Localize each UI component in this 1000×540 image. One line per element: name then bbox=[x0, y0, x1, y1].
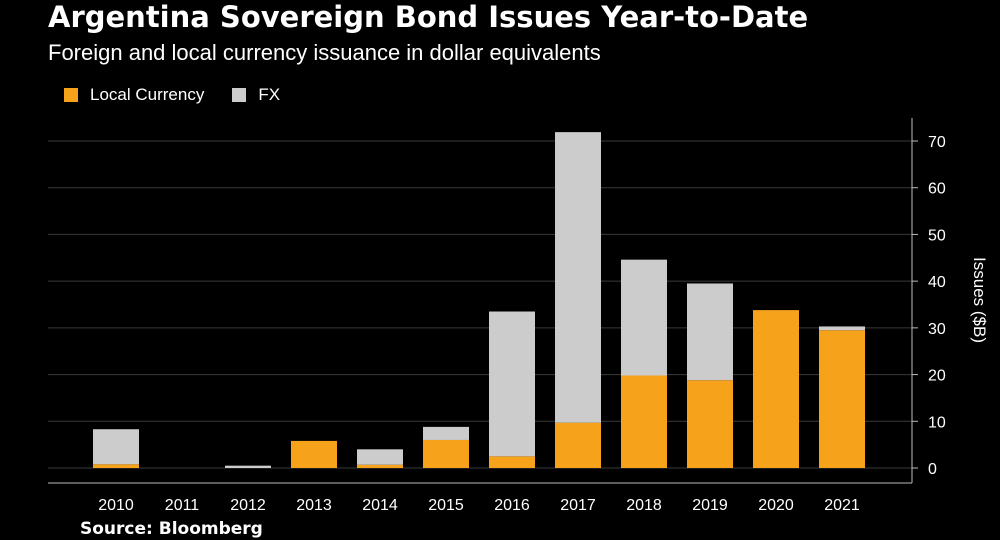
x-tick-label-2016: 2016 bbox=[494, 497, 530, 514]
legend-item-fx: FX bbox=[232, 85, 280, 105]
x-tick-label-2014: 2014 bbox=[362, 497, 398, 514]
y-axis-label: Issues ($B) bbox=[970, 257, 989, 343]
bar-fx-2019 bbox=[687, 283, 733, 381]
x-tick-label-2015: 2015 bbox=[428, 497, 464, 514]
bar-local-2016 bbox=[489, 456, 535, 468]
bar-local-2015 bbox=[423, 439, 469, 468]
y-tick-label-30: 30 bbox=[928, 321, 946, 338]
x-tick-label-2019: 2019 bbox=[692, 497, 728, 514]
bar-fx-2016 bbox=[489, 311, 535, 457]
bar-local-2021 bbox=[819, 330, 865, 468]
bar-fx-2015 bbox=[423, 426, 469, 440]
legend-item-local-currency: Local Currency bbox=[64, 85, 204, 105]
bar-fx-2012 bbox=[225, 465, 271, 468]
legend-swatch-local-currency bbox=[64, 88, 78, 102]
x-tick-label-2021: 2021 bbox=[824, 497, 860, 514]
y-tick-label-40: 40 bbox=[928, 274, 946, 291]
bar-local-2013 bbox=[291, 440, 337, 468]
x-tick-label-2018: 2018 bbox=[626, 497, 662, 514]
chart-title: Argentina Sovereign Bond Issues Year-to-… bbox=[48, 0, 809, 34]
legend-swatch-fx bbox=[232, 88, 247, 102]
y-tick-label-0: 0 bbox=[928, 461, 937, 478]
bar-fx-2014 bbox=[357, 449, 403, 465]
y-tick-label-20: 20 bbox=[928, 368, 946, 385]
y-tick-label-10: 10 bbox=[928, 414, 946, 431]
bar-fx-2018 bbox=[621, 259, 667, 376]
x-tick-label-2011: 2011 bbox=[165, 497, 200, 514]
bar-local-2019 bbox=[687, 380, 733, 468]
y-tick-label-60: 60 bbox=[928, 181, 946, 198]
bar-local-2014 bbox=[357, 464, 403, 468]
bar-local-2020 bbox=[753, 310, 799, 468]
bar-local-2018 bbox=[621, 375, 667, 468]
bar-local-2010 bbox=[93, 464, 139, 468]
legend: Local Currency FX bbox=[64, 85, 308, 105]
chart-subtitle: Foreign and local currency issuance in d… bbox=[48, 40, 601, 65]
y-tick-label-70: 70 bbox=[928, 134, 946, 151]
bar-local-2017 bbox=[555, 422, 601, 468]
legend-label-fx: FX bbox=[258, 85, 281, 104]
x-tick-label-2010: 2010 bbox=[98, 497, 134, 514]
x-tick-label-2020: 2020 bbox=[758, 497, 794, 514]
source-note: Source: Bloomberg bbox=[80, 519, 263, 539]
bar-fx-2017 bbox=[555, 132, 601, 423]
y-tick-label-50: 50 bbox=[928, 227, 946, 244]
x-tick-label-2013: 2013 bbox=[296, 497, 332, 514]
bar-fx-2021 bbox=[819, 326, 865, 331]
x-tick-label-2012: 2012 bbox=[230, 497, 266, 514]
legend-label-local-currency: Local Currency bbox=[90, 85, 205, 104]
x-tick-label-2017: 2017 bbox=[560, 497, 596, 514]
bar-fx-2010 bbox=[93, 429, 139, 465]
